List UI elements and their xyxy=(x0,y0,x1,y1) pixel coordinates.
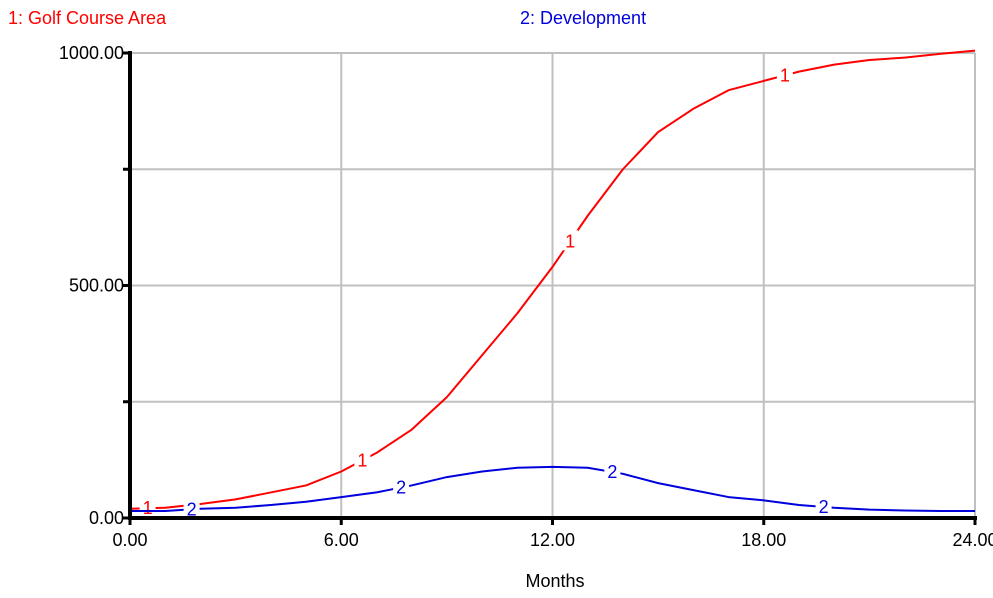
series-marker-bg xyxy=(183,498,200,519)
y-tick-label: 500.00 xyxy=(69,276,124,296)
series-lines: 1 1 1 1 2 2 2 2 xyxy=(129,49,976,519)
tick-labels: 0.00 500.00 1000.00 0.00 6.00 12.00 18.00 24.00 xyxy=(59,43,993,550)
series-marker-1: 1 xyxy=(357,450,367,470)
series-marker-2: 2 xyxy=(187,499,197,519)
series-marker-1: 1 xyxy=(565,231,575,251)
series-marker-bg xyxy=(393,476,410,497)
series-marker-bg xyxy=(815,495,832,516)
series-line-2 xyxy=(130,465,975,513)
x-tick-label: 12.00 xyxy=(530,530,575,550)
series-marker-bg xyxy=(562,230,579,251)
series-marker-2: 2 xyxy=(819,497,829,517)
series-marker-bg xyxy=(354,449,371,470)
x-tick-label: 6.00 xyxy=(324,530,359,550)
x-tick-label: 24.00 xyxy=(952,530,993,550)
legend-golf-course-area: 1: Golf Course Area xyxy=(8,8,167,28)
legend-development: 2: Development xyxy=(520,8,647,28)
series-marker-1: 1 xyxy=(143,498,153,518)
series-marker-1: 1 xyxy=(780,65,790,85)
series-marker-2: 2 xyxy=(607,462,617,482)
series-marker-2: 2 xyxy=(396,478,406,498)
x-axis-title: Months xyxy=(525,571,584,591)
x-tick-label: 0.00 xyxy=(112,530,147,550)
series-marker-bg xyxy=(776,64,793,85)
grid xyxy=(130,52,976,518)
series-marker-bg xyxy=(604,461,621,482)
y-tick-label: 1000.00 xyxy=(59,43,124,63)
axes xyxy=(123,51,977,525)
y-tick-label: 0.00 xyxy=(89,508,124,528)
x-tick-label: 18.00 xyxy=(741,530,786,550)
series-line-1 xyxy=(129,49,976,510)
series-marker-bg xyxy=(139,497,156,518)
